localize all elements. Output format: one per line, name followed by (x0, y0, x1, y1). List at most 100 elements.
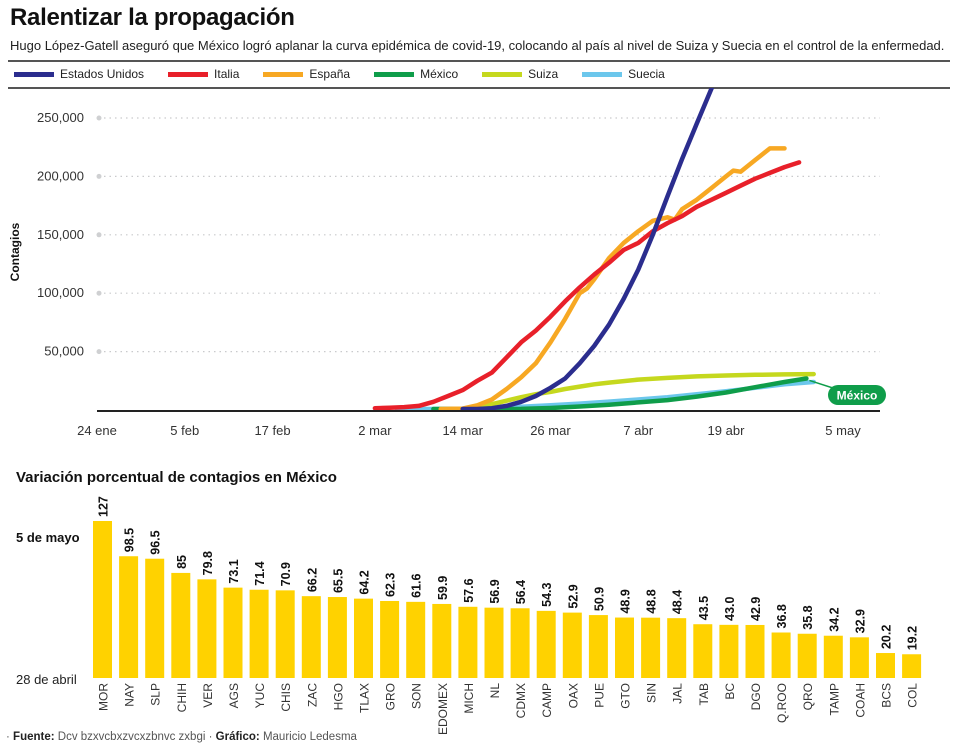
bar (301, 596, 321, 678)
series-line-espana (438, 146, 787, 412)
gridline-dot (96, 173, 102, 179)
bar (823, 635, 843, 678)
bar-value-label: 48.8 (645, 589, 659, 613)
bar-value-label: 73.1 (227, 559, 241, 583)
legend-item-suecia: Suecia (582, 67, 665, 81)
bar-value-label: 79.8 (201, 551, 215, 575)
x-axis-ticks: 24 ene 5 feb 17 feb 2 mar 14 mar 26 mar 7 abr 1… (77, 423, 861, 438)
legend-item-espana: España (263, 67, 350, 81)
y-tick-label: 200,000 (37, 168, 84, 183)
bar (719, 624, 739, 678)
bar-category-label: COL (906, 683, 920, 708)
bar (197, 579, 217, 678)
bar-value-label: 52.9 (566, 584, 580, 608)
bar-category-label: YUC (253, 683, 267, 709)
bar (484, 607, 504, 678)
x-tick-label: 7 abr (623, 423, 653, 438)
bar (588, 615, 608, 678)
legend-swatch (374, 71, 415, 77)
bar-value-label: 32.9 (853, 609, 867, 633)
bar-value-label: 70.9 (279, 562, 293, 586)
bars: 127 MOR 98.5 NAY 96.5 SLP 85 CHIH 79.8 VER 73.1 AGS… (93, 496, 922, 735)
chart-legend: Estados Unidos Italia España México Suiz… (14, 66, 689, 82)
bar (745, 624, 765, 678)
gridline-dot (96, 232, 102, 238)
bar-category-label: TAB (697, 683, 711, 705)
bar-value-label: 127 (97, 496, 111, 517)
legend-item-estados-unidos: Estados Unidos (14, 67, 144, 81)
bar-value-label: 43.0 (723, 596, 737, 620)
bar-category-label: CAMP (540, 683, 554, 718)
source-text: Dcv bzxvcbxzvcxzbnvc zxbgi (57, 731, 206, 743)
range-label-top: 5 de mayo (16, 530, 80, 545)
bar (327, 597, 347, 678)
series-line-estados-unidos (460, 88, 715, 412)
bar-category-label: DGO (749, 683, 763, 710)
bar (876, 653, 895, 678)
bar (510, 608, 530, 678)
bar (641, 617, 661, 678)
bar-value-label: 98.5 (123, 528, 137, 552)
x-tick-label: 2 mar (358, 423, 392, 438)
bar-value-label: 66.2 (305, 568, 319, 592)
bar-category-label: MICH (462, 683, 476, 714)
separator: · (208, 731, 213, 743)
bar (562, 612, 582, 678)
bar-value-label: 19.2 (906, 626, 920, 650)
bar-category-label: CHIS (279, 683, 293, 712)
legend-label: Suiza (528, 67, 559, 81)
bar (615, 617, 634, 678)
bar (797, 633, 817, 678)
y-tick-label: 250,000 (37, 110, 84, 125)
annotation-badge (828, 385, 886, 405)
bar-category-label: QRO (801, 683, 815, 710)
legend-swatch (263, 71, 304, 77)
series-lines (372, 88, 816, 412)
bar-value-label: 96.5 (149, 530, 163, 554)
bar (119, 556, 139, 678)
bar-chart: 5 de mayo 28 de abril 127 MOR 98.5 NAY 96.5 S… (16, 496, 922, 735)
bar (93, 521, 112, 678)
bar-value-label: 71.4 (253, 561, 267, 585)
legend-label: Estados Unidos (60, 67, 145, 81)
line-chart: 50,000 100,000 150,000 200,000 250,000 24 en… (8, 88, 886, 438)
bar-category-label: SIN (645, 683, 659, 703)
bar-value-label: 36.8 (775, 604, 789, 628)
separator: · (6, 731, 10, 743)
bar (354, 598, 373, 678)
bar (458, 606, 478, 678)
bar-category-label: BC (723, 683, 737, 700)
page-title: Ralentizar la propagación (10, 4, 295, 31)
bar-category-label: NL (488, 683, 502, 699)
bar-category-label: HGO (331, 683, 345, 710)
bar-value-label: 56.9 (488, 579, 502, 603)
bar-value-label: 35.8 (801, 605, 815, 629)
source-label: Fuente: (13, 731, 55, 743)
x-tick-label: 5 may (825, 423, 861, 438)
bar-category-label: CHIH (175, 683, 189, 712)
bar-value-label: 61.6 (410, 573, 424, 597)
bar-value-label: 64.2 (358, 570, 372, 594)
bar-value-label: 59.9 (436, 576, 450, 600)
page-subtitle: Hugo López-Gatell aseguró que México log… (10, 38, 945, 53)
bar-chart-title: Variación porcentual de contagios en Méx… (16, 469, 337, 486)
bar-value-label: 50.9 (592, 587, 606, 611)
gridlines (96, 115, 880, 355)
bar-category-label: Q.ROO (775, 683, 789, 723)
bar-value-label: 85 (175, 555, 189, 569)
bar-category-label: ZAC (305, 683, 319, 707)
legend-label: Suecia (628, 67, 665, 81)
bar (171, 572, 191, 678)
bar-category-label: MOR (97, 683, 111, 711)
x-tick-label: 5 feb (170, 423, 199, 438)
bar-category-label: SLP (149, 683, 163, 706)
bar (771, 632, 791, 678)
bar (432, 603, 452, 678)
legend-item-mexico: México (374, 67, 458, 81)
graphic-label: Gráfico: (215, 731, 260, 743)
bar-category-label: TAMP (827, 683, 841, 715)
gridline-dot (96, 290, 102, 296)
bar (693, 624, 713, 678)
bar-value-label: 65.5 (331, 569, 345, 593)
bar (902, 654, 922, 678)
